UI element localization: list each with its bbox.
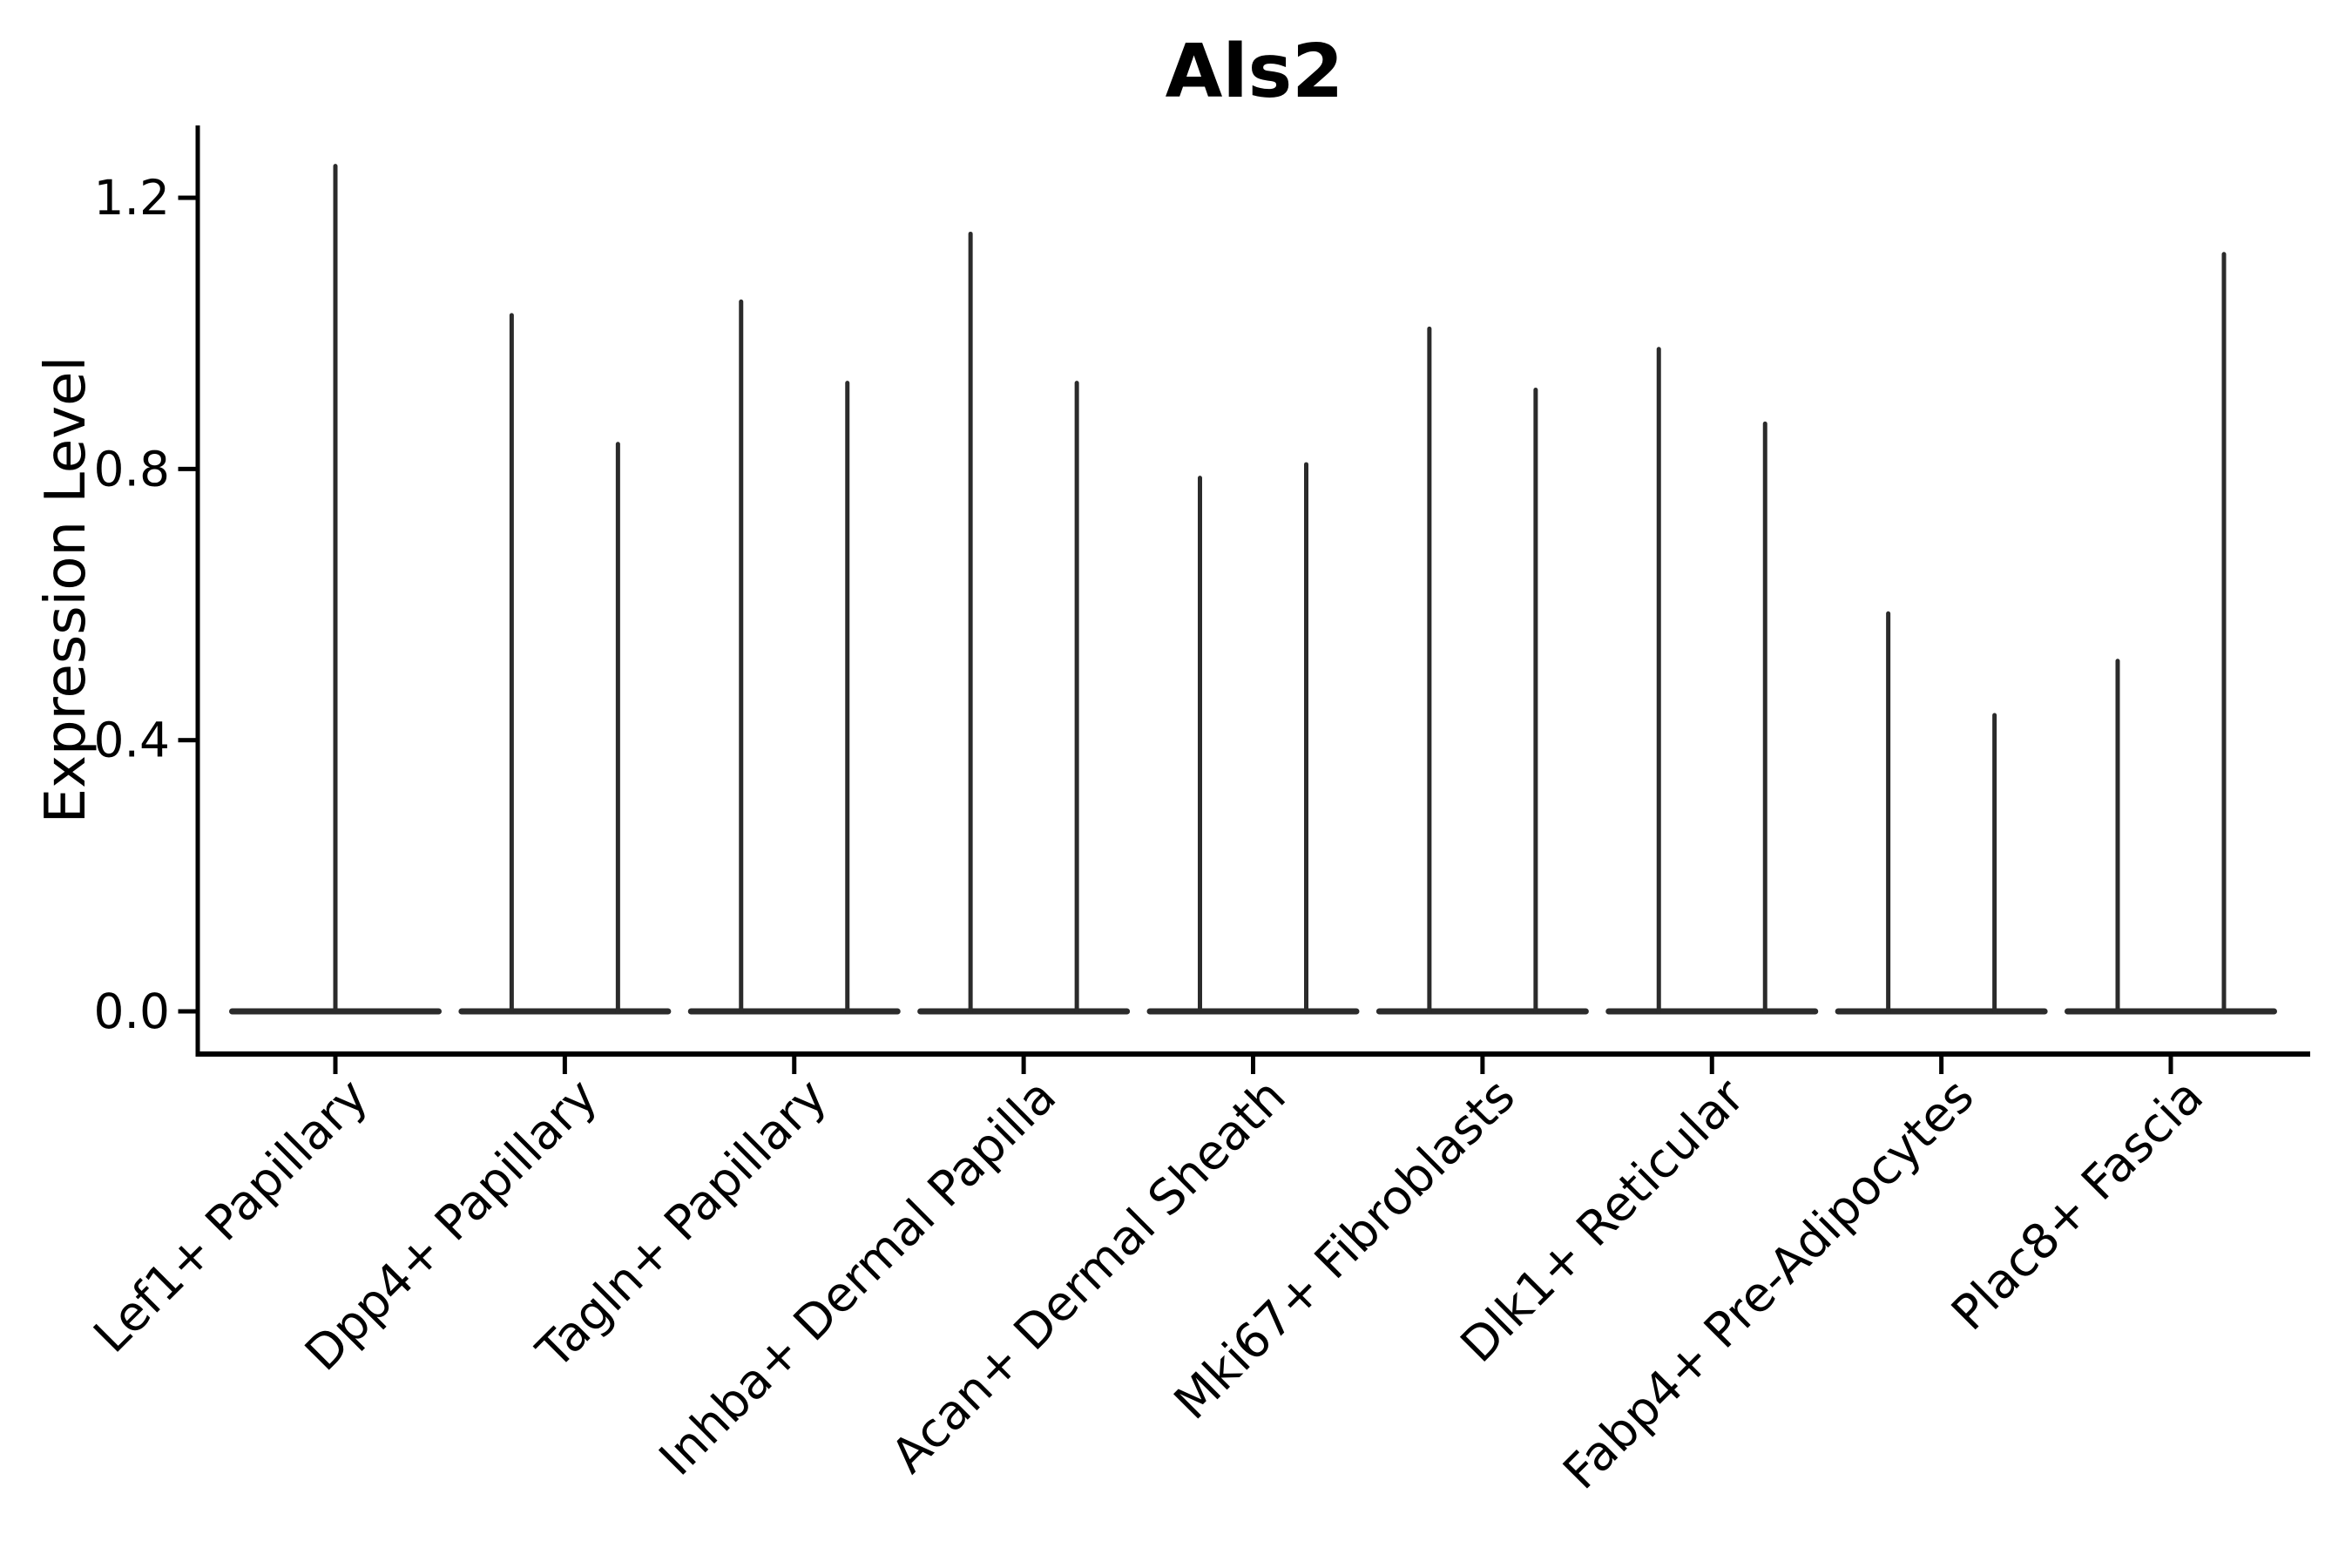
violin-spike (1427, 326, 1432, 1015)
violin-spike (1762, 421, 1767, 1015)
x-tick-mark (1939, 1057, 1944, 1074)
violin-spike (1656, 347, 1661, 1015)
x-tick-mark (1021, 1057, 1026, 1074)
y-tick-mark (178, 466, 196, 471)
violin-spike (333, 164, 338, 1015)
violin-base (458, 1008, 672, 1015)
x-tick-mark (792, 1057, 797, 1074)
violin-spike (1198, 476, 1202, 1015)
x-axis-spine (195, 1051, 2310, 1057)
violin-spike (845, 381, 850, 1015)
violin-spike (615, 442, 620, 1015)
y-tick-label: 0.0 (94, 983, 170, 1039)
violin-base (687, 1008, 901, 1015)
violin-base (1835, 1008, 2048, 1015)
violin-base (1146, 1008, 1360, 1015)
y-tick-mark (178, 195, 196, 200)
violin-base (2065, 1008, 2277, 1015)
violin-spike (1304, 462, 1308, 1015)
y-axis-spine (195, 125, 200, 1057)
x-tick-mark (1480, 1057, 1485, 1074)
x-tick-mark (562, 1057, 567, 1074)
x-tick-label: Fabp4+ Pre-Adipocytes (1552, 1068, 1984, 1500)
violin-base (1605, 1008, 1819, 1015)
y-tick-mark (178, 738, 196, 743)
chart-title: Als2 (1165, 29, 1344, 115)
violin-spike (739, 299, 744, 1015)
x-tick-mark (333, 1057, 338, 1074)
violin-spike (1074, 381, 1079, 1015)
x-tick-mark (1251, 1057, 1255, 1074)
x-tick-label: Acan+ Dermal Sheath (881, 1068, 1296, 1484)
x-tick-label: Inhba+ Dermal Papilla (648, 1068, 1066, 1486)
y-tick-label: 0.8 (94, 441, 170, 497)
y-tick-mark (178, 1009, 196, 1014)
x-tick-mark (1709, 1057, 1714, 1074)
y-axis-label: Expression Level (34, 355, 98, 824)
violin-base (1375, 1008, 1589, 1015)
violin-spike (2115, 659, 2120, 1015)
violin-spike (1992, 713, 1997, 1015)
y-tick-label: 1.2 (94, 170, 170, 226)
x-tick-mark (2168, 1057, 2173, 1074)
violin-spike (509, 313, 514, 1015)
y-tick-label: 0.4 (94, 713, 170, 768)
violin-spike (1533, 387, 1538, 1015)
violin-spike (2221, 252, 2227, 1015)
violin-spike (1886, 611, 1891, 1015)
violin-base (917, 1008, 1131, 1015)
violin-spike (968, 231, 973, 1015)
